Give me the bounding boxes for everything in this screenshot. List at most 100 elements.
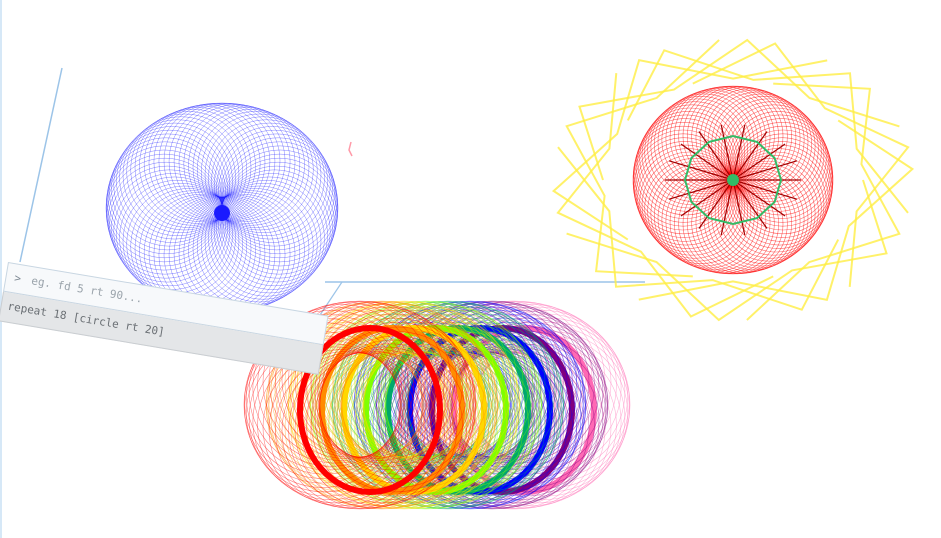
blue-loop — [211, 122, 328, 240]
rainbow-loop — [248, 339, 406, 497]
red-loop — [730, 141, 832, 242]
red-loop — [723, 104, 825, 206]
blue-loop — [188, 107, 305, 224]
blue-loop — [220, 141, 338, 259]
red-loop — [703, 89, 805, 191]
red-loop — [711, 165, 812, 267]
red-loop — [633, 122, 735, 223]
rainbow-loop — [310, 309, 468, 467]
red-loop — [661, 89, 763, 191]
blue-loop — [183, 105, 301, 223]
rainbow-loop — [380, 339, 538, 497]
blue-loop — [208, 119, 325, 237]
stray-mark — [348, 141, 353, 157]
blue-center — [214, 205, 230, 221]
blue-loop — [105, 145, 223, 263]
blue-loop — [113, 126, 231, 243]
rainbow-loop — [336, 339, 494, 497]
blue-loop — [204, 182, 322, 300]
red-loop — [699, 88, 801, 189]
red-loop — [730, 118, 832, 219]
red-loop — [699, 171, 801, 272]
red-loop — [647, 98, 748, 200]
red-loop — [665, 88, 767, 189]
yellow-petal — [556, 73, 774, 318]
blue-loop — [109, 165, 226, 283]
blue-loop — [216, 129, 333, 247]
rainbow-loop — [257, 346, 414, 504]
green-center — [727, 174, 739, 186]
red-loop — [718, 98, 819, 200]
red-loop — [695, 87, 797, 188]
canvas-left-border — [0, 0, 2, 538]
rainbow-loop — [297, 352, 454, 509]
red-loop — [641, 104, 743, 206]
red-spoke — [698, 131, 734, 181]
rainbow-loop — [354, 309, 512, 467]
blue-loop — [192, 109, 310, 226]
blue-loop — [213, 126, 331, 243]
red-loop — [650, 163, 752, 265]
blue-loop — [178, 104, 296, 221]
red-loop — [650, 95, 752, 197]
red-yellow-green-spirograph — [551, 38, 915, 322]
rainbow-loop — [328, 306, 485, 464]
yellow-petal — [638, 119, 915, 301]
red-loop — [711, 93, 812, 195]
red-loop — [644, 101, 745, 203]
rainbow-loop — [332, 309, 490, 467]
blue-loop — [219, 137, 337, 255]
blue-loop — [173, 103, 291, 220]
blue-loop — [218, 165, 335, 283]
red-spoke — [732, 131, 768, 181]
rainbow-loop — [257, 306, 414, 464]
red-spoke — [732, 124, 746, 181]
blue-loop — [126, 113, 243, 231]
red-spoke — [732, 143, 786, 181]
rainbow-loop — [341, 322, 498, 479]
panel-edge-left — [19, 67, 63, 263]
blue-loop — [109, 133, 226, 251]
rainbow-loop — [306, 346, 463, 504]
blue-loop — [139, 107, 256, 224]
yellow-petal — [692, 42, 910, 287]
red-loop — [714, 95, 816, 197]
green-polygon — [683, 134, 783, 226]
rainbow-circles-spirograph — [243, 300, 631, 510]
red-loop — [665, 171, 767, 272]
red-loop — [654, 93, 755, 195]
blue-loop — [143, 105, 261, 223]
rainbow-loop — [306, 306, 463, 464]
red-loop — [669, 172, 771, 273]
red-spoke — [720, 124, 734, 181]
blue-loop — [130, 111, 247, 228]
rainbow-loop — [268, 351, 426, 508]
blue-loop — [111, 129, 228, 247]
red-spoke — [720, 179, 734, 236]
rainbow-loop — [268, 302, 426, 459]
rainbow-loop — [275, 352, 432, 509]
red-spoke — [668, 179, 734, 200]
rainbow-loop — [248, 313, 406, 471]
blue-loop — [134, 109, 252, 226]
blue-loop — [106, 157, 224, 275]
rainbow-loop — [314, 339, 472, 497]
blue-loop — [201, 113, 318, 231]
rainbow-loop — [265, 326, 423, 484]
rainbow-loop — [294, 351, 452, 508]
red-loop — [703, 169, 805, 271]
rainbow-loop — [358, 339, 516, 497]
rainbow-loop — [294, 302, 452, 459]
red-spoke — [698, 179, 734, 229]
blue-loop — [148, 104, 266, 221]
rainbow-loop — [288, 301, 445, 458]
red-loop — [714, 163, 816, 265]
red-loop — [634, 141, 736, 242]
red-spoke — [732, 179, 768, 229]
prompt-symbol: > — [13, 271, 23, 286]
blue-loop — [218, 133, 335, 251]
red-loop — [639, 107, 740, 209]
blue-loop — [211, 176, 328, 294]
red-loop — [721, 101, 822, 203]
